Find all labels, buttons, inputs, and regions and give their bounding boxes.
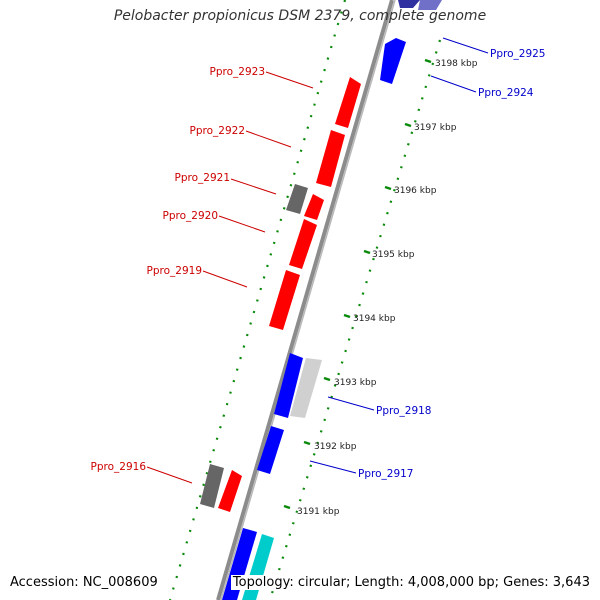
gene-ppro-2921-gray[interactable]: [286, 184, 308, 214]
gene-label-ppro-2924[interactable]: Ppro_2924: [478, 87, 534, 99]
gene-label-ppro-2923[interactable]: Ppro_2923: [210, 66, 265, 78]
gene-bottom-blue[interactable]: [222, 528, 257, 600]
gene-label-ppro-2917[interactable]: Ppro_2917: [358, 468, 413, 480]
gene-label-ppro-2919[interactable]: Ppro_2919: [147, 265, 202, 277]
gc-track-inner: [268, 39, 442, 600]
gene-ppro-2920[interactable]: [289, 219, 317, 269]
tick-label: 3194 kbp: [353, 314, 396, 324]
gene-label-ppro-2925[interactable]: Ppro_2925: [490, 48, 545, 60]
gene-label-ppro-2922[interactable]: Ppro_2922: [190, 125, 245, 137]
gene-ppro-2917[interactable]: [257, 426, 284, 474]
gene-ppro-2916[interactable]: [218, 470, 242, 512]
genome-backbone: [216, 0, 394, 600]
tick-label: 3198 kbp: [435, 59, 478, 69]
scale-ticks: [283, 58, 432, 510]
gene-ppro-2923[interactable]: [335, 77, 361, 128]
tick-label: 3197 kbp: [414, 123, 457, 133]
gene-ppro-2924[interactable]: [380, 38, 406, 84]
gene-ppro-2918-light[interactable]: [290, 358, 322, 418]
tick-label: 3195 kbp: [372, 250, 415, 260]
genome-backbone-shadow: [220, 0, 396, 600]
gene-ppro-2919[interactable]: [269, 270, 300, 330]
accession-text: Accession: NC_008609: [8, 575, 160, 590]
gc-track-outer: [168, 0, 347, 600]
gene-label-ppro-2918[interactable]: Ppro_2918: [376, 405, 431, 417]
gene-ppro-2925-b[interactable]: [418, 0, 442, 10]
gene-ppro-2918[interactable]: [274, 353, 303, 418]
gene-ppro-2922[interactable]: [316, 130, 345, 187]
gene-ppro-2916-gray[interactable]: [200, 464, 224, 508]
gene-ppro-2925[interactable]: [398, 0, 420, 8]
gene-label-ppro-2920[interactable]: Ppro_2920: [163, 210, 218, 222]
gene-label-ppro-2921[interactable]: Ppro_2921: [175, 172, 230, 184]
tick-label: 3196 kbp: [394, 186, 437, 196]
gene-label-ppro-2916[interactable]: Ppro_2916: [91, 461, 147, 473]
gene-ppro-2921[interactable]: [304, 194, 324, 220]
reverse-label-leaders: [309, 37, 489, 474]
tick-label: 3193 kbp: [334, 378, 377, 388]
topology-text: Topology: circular; Length: 4,008,000 bp…: [230, 575, 592, 590]
tick-label: 3191 kbp: [297, 507, 340, 517]
forward-label-leaders: [146, 71, 314, 484]
map-title: Pelobacter propionicus DSM 2379, complet…: [113, 8, 487, 24]
tick-label: 3192 kbp: [314, 442, 357, 452]
